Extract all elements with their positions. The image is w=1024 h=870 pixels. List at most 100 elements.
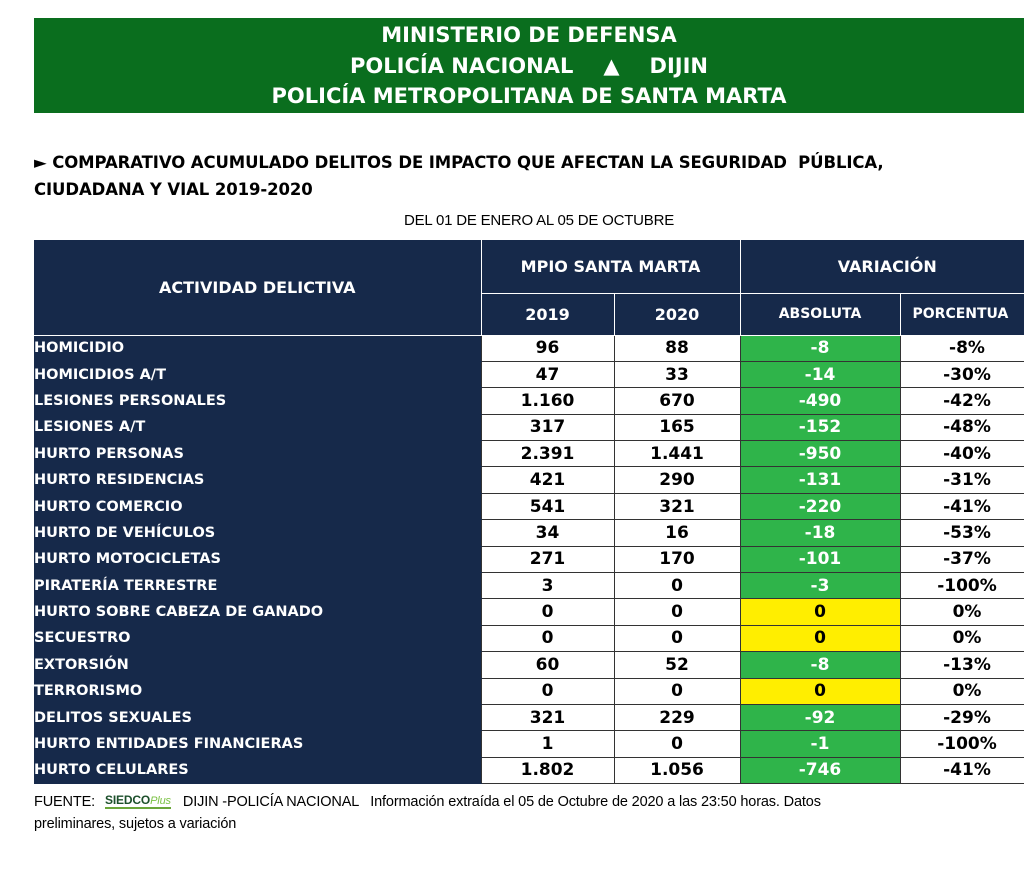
table-row: LESIONES PERSONALES 1.160 670 -490 -42%: [34, 387, 1024, 415]
crime-label: TERRORISMO: [34, 678, 481, 705]
value-2020: 0: [613, 677, 741, 705]
triangle-icon: ▲: [603, 53, 620, 78]
crime-label: EXTORSIÓN: [34, 651, 481, 679]
crime-comparison-table: ACTIVIDAD DELICTIVA MPIO SANTA MARTA VAR…: [34, 240, 1024, 785]
value-2019: 1.160: [480, 387, 615, 415]
variation-absolute: -152: [739, 413, 901, 442]
header-line-metropolitan: POLICÍA METROPOLITANA DE SANTA MARTA: [271, 84, 787, 108]
crime-label: PIRATERÍA TERRESTRE: [34, 572, 481, 600]
value-2020: 0: [613, 572, 741, 600]
value-2019: 2.391: [480, 440, 615, 468]
variation-absolute: -101: [739, 545, 901, 574]
table-row: DELITOS SEXUALES 321 229 -92 -29%: [34, 703, 1024, 732]
table-row: HURTO COMERCIO 541 321 -220 -41%: [34, 492, 1024, 521]
value-2019: 317: [480, 413, 615, 442]
value-2019: 47: [480, 360, 615, 389]
crime-label: DELITOS SEXUALES: [34, 704, 481, 732]
variation-percentage: -31%: [899, 466, 1024, 494]
table-row: HURTO ENTIDADES FINANCIERAS 1 0 -1 -100%: [34, 730, 1024, 758]
variation-absolute: 0: [739, 598, 901, 626]
value-2019: 60: [480, 651, 615, 679]
value-2019: 34: [480, 519, 615, 547]
source-line1: FUENTE: SIEDCOPlus DIJIN -POLICÍA NACIONAL…: [34, 791, 1024, 813]
table-row: HURTO PERSONAS 2.391 1.441 -950 -40%: [34, 440, 1024, 468]
value-2020: 0: [613, 598, 741, 626]
crime-label: HOMICIDIOS A/T: [34, 361, 481, 389]
variation-absolute: -8: [739, 651, 901, 679]
crime-label: HURTO RESIDENCIAS: [34, 466, 481, 494]
variation-absolute: -746: [739, 756, 901, 785]
value-2019: 1: [480, 730, 615, 758]
table-row: HURTO DE VEHÍCULOS 34 16 -18 -53%: [34, 519, 1024, 547]
column-header-2020: 2020: [613, 293, 740, 336]
value-2020: 0: [613, 730, 741, 758]
crime-label: HOMICIDIO: [34, 335, 481, 362]
variation-percentage: -8%: [899, 334, 1024, 362]
value-2020: 16: [613, 519, 741, 547]
header-police-text: POLICÍA NACIONAL: [350, 53, 574, 78]
report-period: DEL 01 DE ENERO AL 05 DE OCTUBRE: [403, 212, 675, 229]
table-row: SECUESTRO 0 0 0 0%: [34, 624, 1024, 653]
value-2020: 670: [613, 387, 741, 415]
report-title-line1: ► COMPARATIVO ACUMULADO DELITOS DE IMPAC…: [34, 153, 884, 172]
value-2020: 321: [613, 492, 741, 521]
variation-absolute: 0: [739, 624, 901, 653]
table-row: TERRORISMO 0 0 0 0%: [34, 677, 1024, 705]
variation-percentage: -13%: [899, 651, 1024, 679]
variation-absolute: -490: [739, 387, 901, 415]
value-2019: 1.802: [480, 756, 615, 785]
variation-absolute: -14: [739, 360, 901, 389]
source-note: FUENTE: SIEDCOPlus DIJIN -POLICÍA NACIONAL…: [34, 791, 1024, 835]
value-2019: 421: [480, 466, 615, 494]
value-2020: 88: [613, 334, 741, 362]
table-row: HOMICIDIOS A/T 47 33 -14 -30%: [34, 360, 1024, 389]
report-title-line2: CIUDADANA Y VIAL 2019-2020: [34, 180, 313, 199]
variation-percentage: -100%: [899, 730, 1024, 758]
column-header-percentage: PORCENTUA: [899, 293, 1024, 336]
variation-absolute: -18: [739, 519, 901, 547]
variation-absolute: 0: [739, 677, 901, 705]
table-row: LESIONES A/T 317 165 -152 -48%: [34, 413, 1024, 442]
crime-label: LESIONES PERSONALES: [34, 387, 481, 415]
value-2020: 1.441: [613, 440, 741, 468]
source-line2: preliminares, sujetos a variación: [34, 816, 237, 832]
crime-label: LESIONES A/T: [34, 414, 481, 442]
value-2020: 170: [613, 545, 741, 574]
table-row: HURTO CELULARES 1.802 1.056 -746 -41%: [34, 756, 1024, 785]
source-label: FUENTE:: [34, 794, 95, 810]
header-line-ministry: MINISTERIO DE DEFENSA: [381, 23, 677, 47]
variation-percentage: -37%: [899, 545, 1024, 574]
column-header-activity: ACTIVIDAD DELICTIVA: [34, 240, 481, 336]
crime-label: SECUESTRO: [34, 625, 481, 653]
variation-absolute: -92: [739, 703, 901, 732]
column-group-variation: VARIACIÓN: [739, 240, 1024, 294]
table-body: HOMICIDIO 96 88 -8 -8% HOMICIDIOS A/T 47 33 -14-…: [34, 334, 1024, 785]
column-header-absolute: ABSOLUTA: [739, 293, 900, 336]
crime-label: HURTO ENTIDADES FINANCIERAS: [34, 730, 481, 758]
value-2019: 3: [480, 572, 615, 600]
value-2020: 1.056: [613, 756, 741, 785]
variation-percentage: -53%: [899, 519, 1024, 547]
value-2019: 0: [480, 677, 615, 705]
crime-label: HURTO PERSONAS: [34, 440, 481, 468]
table-row: HURTO MOTOCICLETAS 271 170 -101 -37%: [34, 545, 1024, 574]
variation-percentage: -48%: [899, 413, 1024, 442]
value-2019: 271: [480, 545, 615, 574]
variation-absolute: -131: [739, 466, 901, 494]
variation-percentage: -41%: [899, 492, 1024, 521]
column-header-2019: 2019: [480, 293, 614, 336]
variation-absolute: -8: [739, 334, 901, 362]
variation-percentage: -41%: [899, 756, 1024, 785]
value-2020: 290: [613, 466, 741, 494]
table-row: HURTO SOBRE CABEZA DE GANADO 0 0 0 0%: [34, 598, 1024, 626]
value-2019: 96: [480, 334, 615, 362]
value-2020: 33: [613, 360, 741, 389]
variation-percentage: -29%: [899, 703, 1024, 732]
value-2019: 321: [480, 703, 615, 732]
value-2020: 52: [613, 651, 741, 679]
variation-absolute: -220: [739, 492, 901, 521]
value-2019: 541: [480, 492, 615, 521]
table-row: HOMICIDIO 96 88 -8 -8%: [34, 334, 1024, 362]
report-title: ► COMPARATIVO ACUMULADO DELITOS DE IMPAC…: [34, 149, 1019, 203]
variation-percentage: 0%: [899, 677, 1024, 705]
